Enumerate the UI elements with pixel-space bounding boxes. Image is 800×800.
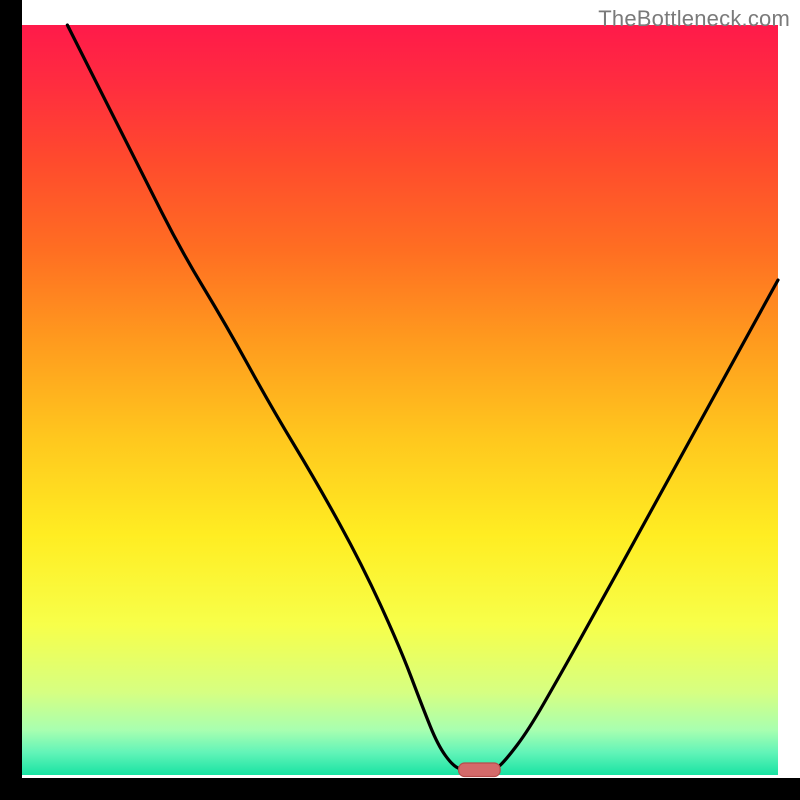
watermark-text: TheBottleneck.com bbox=[598, 6, 790, 32]
bottleneck-chart bbox=[0, 0, 800, 800]
plot-background bbox=[22, 25, 778, 775]
optimum-marker bbox=[459, 763, 501, 777]
chart-frame: TheBottleneck.com bbox=[0, 0, 800, 800]
x-axis bbox=[0, 778, 800, 800]
y-axis bbox=[0, 0, 22, 800]
